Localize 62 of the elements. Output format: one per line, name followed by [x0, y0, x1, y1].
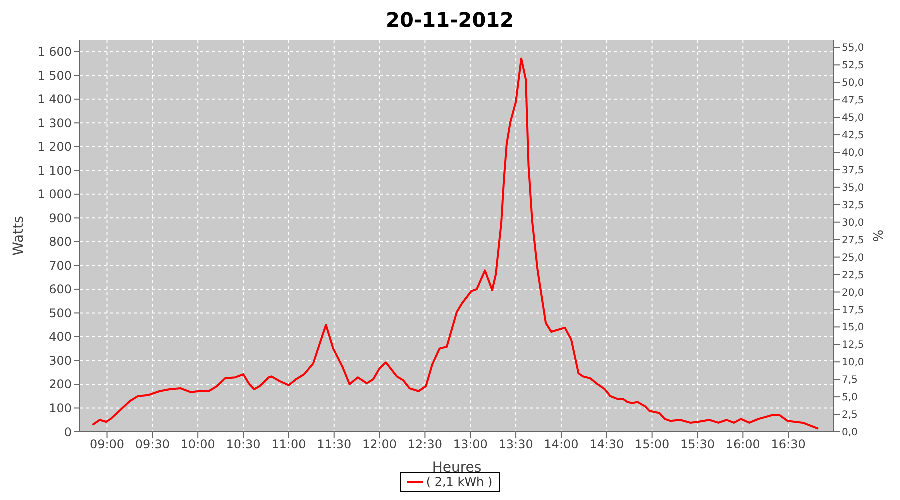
y2-tick-label: 40,0: [842, 148, 864, 160]
x-tick-label: 12:30: [408, 438, 442, 452]
y2-tick-label: 5,0: [842, 392, 858, 404]
y2-tick-label: 35,0: [842, 182, 864, 194]
y2-tick-label: 17,5: [842, 305, 864, 316]
y2-tick-label: 52,5: [842, 60, 864, 72]
y-tick-label: 800: [49, 235, 72, 250]
chart-title: 20-11-2012: [385, 8, 515, 34]
y2-tick-label: 20,0: [842, 288, 864, 299]
y2-tick-label: 22,5: [842, 270, 864, 282]
x-tick-label: 13:30: [498, 438, 534, 452]
x-tick-label: 16:30: [771, 438, 806, 452]
x-tick-label: 14:30: [590, 438, 624, 452]
x-tick-label: 16:00: [726, 438, 760, 452]
y2-tick-label: 50,0: [842, 78, 864, 90]
y-tick-label: 1 300: [38, 116, 72, 130]
y-tick-label: 300: [49, 354, 72, 368]
y2-tick-label: 32,5: [842, 200, 864, 212]
y2-tick-label: 45,0: [842, 113, 864, 124]
x-tick-label: 10:30: [226, 438, 261, 452]
y2-tick-label: 10,0: [842, 358, 864, 369]
y-tick-label: 1 100: [38, 164, 72, 178]
y-tick-label: 1 600: [38, 45, 72, 60]
x-tick-label: 09:00: [90, 438, 125, 452]
legend-label: ( 2,1 kWh ): [426, 475, 493, 489]
y2-tick-label: 30,0: [842, 218, 864, 229]
y-tick-label: 1 000: [38, 188, 72, 202]
y2-tick-label: 55,0: [842, 43, 864, 54]
y2-tick-label: 25,0: [842, 252, 864, 264]
y2-tick-label: 7,5: [842, 375, 858, 386]
y2-tick-label: 12,5: [842, 340, 864, 352]
line-series: [92, 58, 820, 430]
x-tick-label: 15:30: [680, 438, 716, 452]
x-tick-label: 11:00: [272, 438, 306, 452]
y-tick-label: 0: [64, 425, 72, 440]
x-tick-label: 10:00: [180, 438, 216, 452]
x-tick-label: 12:00: [362, 438, 398, 452]
y-tick-label: 900: [49, 211, 72, 226]
x-tick-label: 11:30: [317, 438, 352, 452]
y2-tick-label: 15,0: [842, 322, 864, 334]
x-tick-label: 14:00: [544, 438, 579, 452]
x-tick-label: 13:00: [453, 438, 488, 452]
y-axis-title: Watts: [10, 216, 27, 256]
y2-axis-title: %: [869, 230, 884, 242]
y2-tick-label: 2,5: [842, 410, 858, 422]
y2-tick-label: 42,5: [842, 130, 864, 142]
y-tick-label: 600: [49, 282, 72, 297]
y-tick-label: 1 500: [38, 68, 72, 83]
y2-tick-label: 47,5: [842, 96, 864, 107]
x-tick-label: 15:00: [635, 438, 670, 452]
y-tick-label: 400: [49, 330, 72, 344]
y-tick-label: 200: [49, 378, 72, 392]
y-tick-label: 1 200: [38, 140, 72, 154]
y2-tick-label: 37,5: [842, 166, 864, 177]
y-tick-label: 100: [49, 402, 72, 416]
y2-tick-label: 27,5: [842, 235, 864, 246]
y-tick-label: 1 400: [38, 92, 72, 107]
y-tick-label: 500: [49, 306, 72, 320]
y2-tick-label: 0,0: [842, 428, 858, 439]
x-tick-label: 09:30: [135, 438, 170, 452]
y-tick-label: 700: [49, 258, 72, 273]
x-axis-title: Heures: [432, 460, 482, 476]
